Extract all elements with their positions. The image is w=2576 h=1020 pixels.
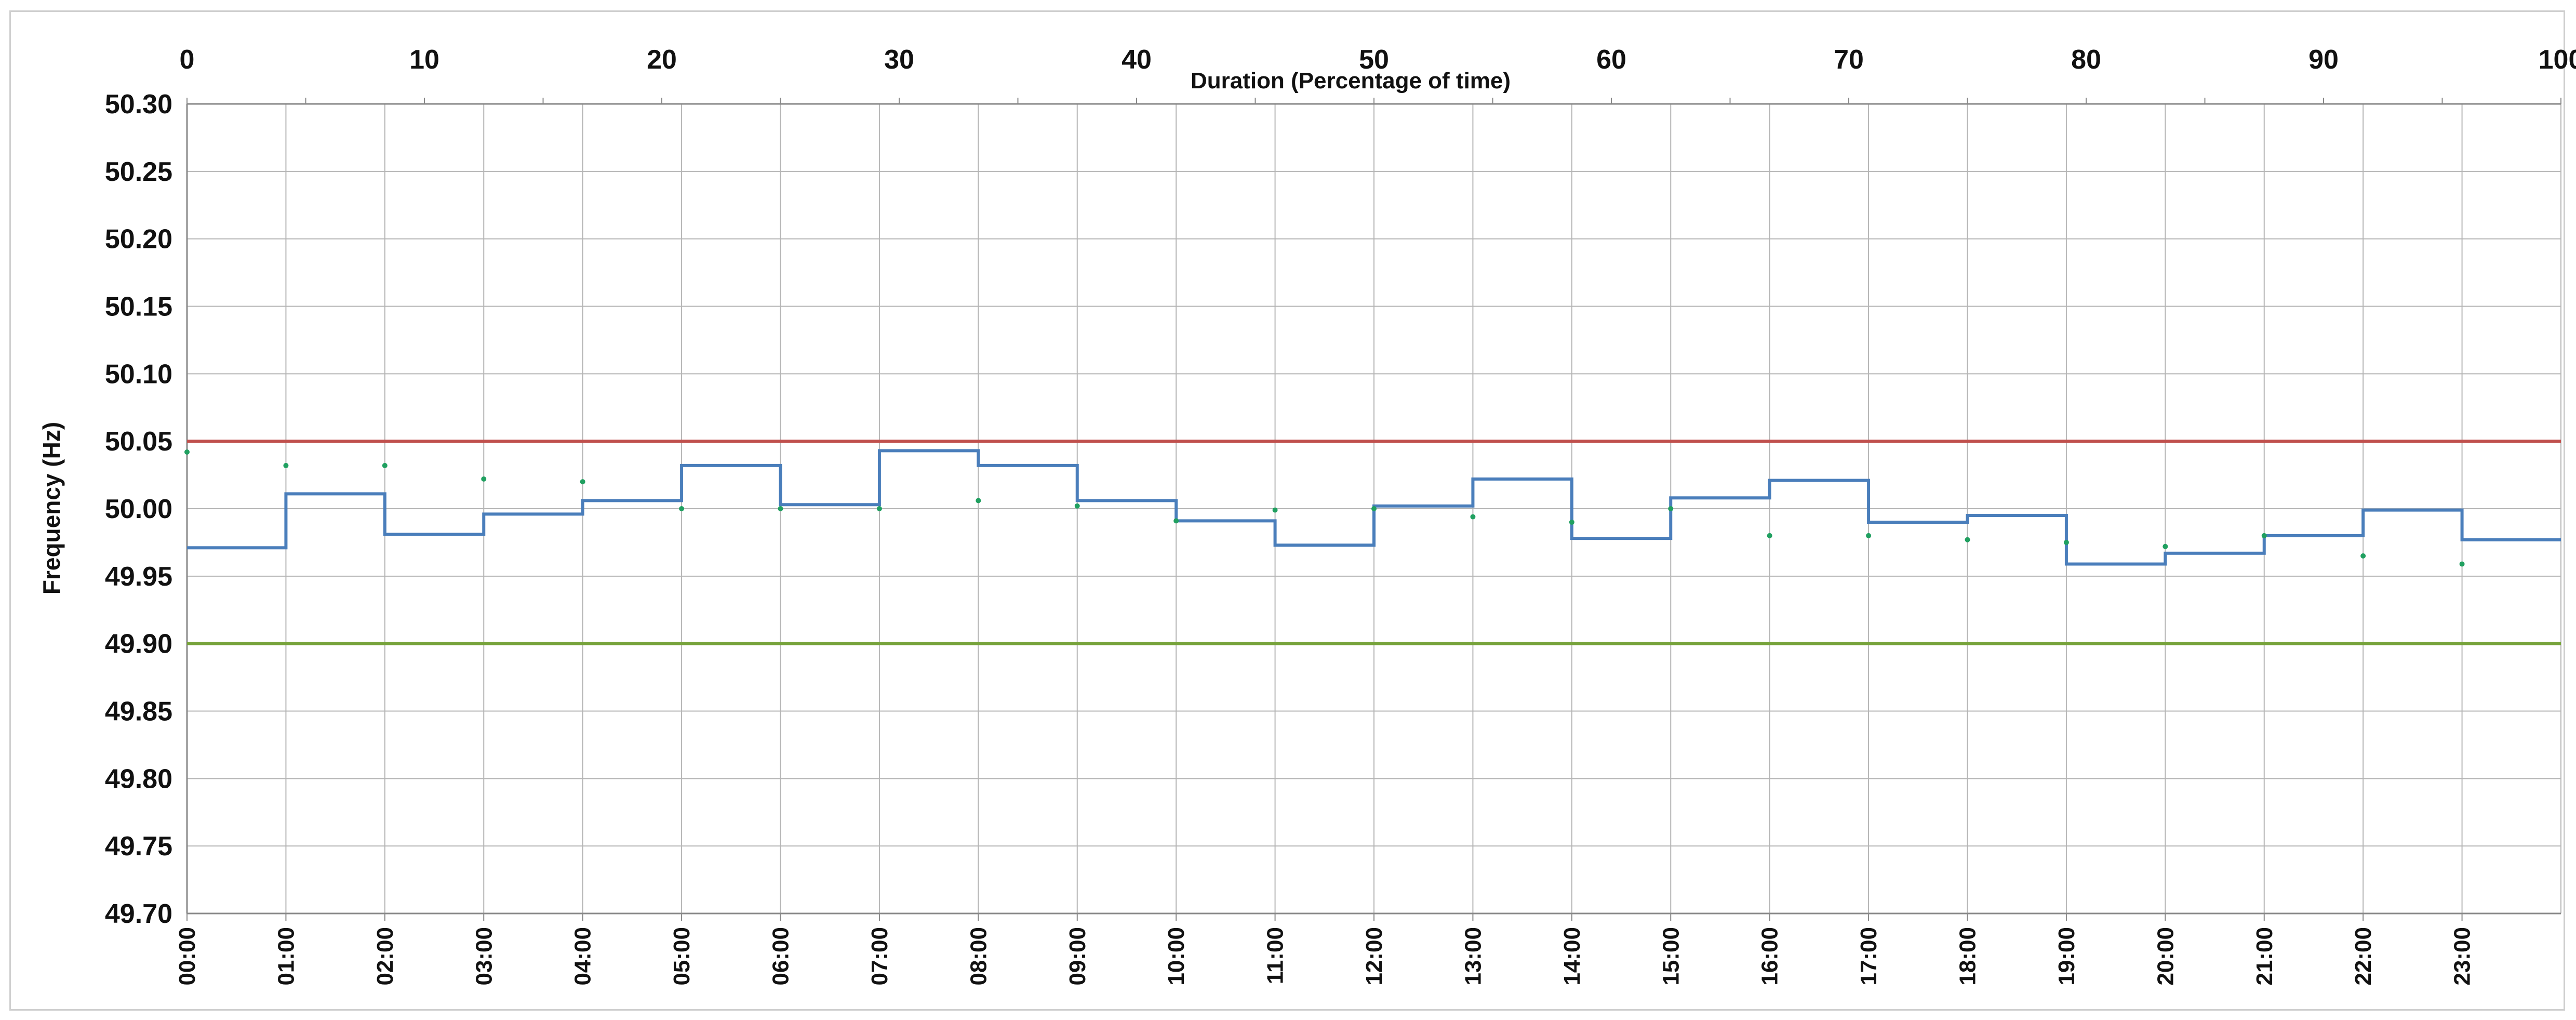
y-tick-label: 49.70: [105, 899, 172, 929]
top-axis-tick-label: 100: [2539, 45, 2576, 75]
x-tick-label: 13:00: [1460, 927, 1486, 986]
top-axis-tick-label: 0: [180, 45, 195, 75]
y-tick-label: 49.85: [105, 697, 172, 727]
x-tick-label: 04:00: [570, 927, 596, 986]
x-tick-label: 19:00: [2054, 927, 2079, 986]
frequency-point: [1668, 506, 1674, 511]
frequency-point: [1470, 514, 1476, 520]
y-tick-label: 49.75: [105, 831, 172, 862]
x-tick-label: 17:00: [1856, 927, 1881, 986]
frequency-point: [1371, 506, 1377, 511]
x-tick-label: 03:00: [471, 927, 497, 986]
frequency-step-line: [187, 449, 2561, 566]
top-axis-tick-label: 70: [1834, 45, 1864, 75]
y-tick-label: 50.30: [105, 89, 172, 120]
frequency-point: [580, 479, 585, 485]
top-axis-tick-label: 30: [884, 45, 914, 75]
x-tick-label: 07:00: [867, 927, 892, 986]
frequency-point: [1173, 518, 1179, 524]
x-tick-label: 02:00: [372, 927, 398, 986]
top-axis-tick-label: 50: [1359, 45, 1389, 75]
frequency-point: [2261, 533, 2267, 538]
x-tick-label: 22:00: [2351, 927, 2376, 986]
x-tick-label: 00:00: [175, 927, 200, 986]
frequency-point: [382, 462, 388, 468]
top-axis-tick-label: 10: [409, 45, 439, 75]
x-tick-label: 16:00: [1757, 927, 1783, 986]
frequency-point: [1866, 533, 1872, 538]
frequency-point: [876, 506, 882, 511]
y-tick-label: 50.15: [105, 292, 172, 322]
frequency-point: [1074, 503, 1080, 509]
x-tick-label: 14:00: [1559, 927, 1585, 986]
y-axis-label: Frequency (Hz): [38, 422, 65, 594]
top-axis-tick-label: 40: [1122, 45, 1152, 75]
y-tick-label: 49.90: [105, 629, 172, 659]
x-tick-label: 20:00: [2153, 927, 2178, 986]
y-tick-label: 49.80: [105, 764, 172, 794]
top-axis-tick-label: 80: [2071, 45, 2101, 75]
top-axis-label: Duration (Percentage of time): [1191, 68, 1511, 94]
frequency-point: [2360, 553, 2366, 559]
y-tick-label: 49.95: [105, 562, 172, 592]
x-tick-label: 11:00: [1263, 927, 1288, 984]
frequency-point: [2063, 539, 2069, 545]
top-axis-tick-label: 90: [2308, 45, 2339, 75]
frequency-point: [1569, 519, 1574, 525]
frequency-point: [2459, 561, 2465, 567]
y-tick-label: 50.25: [105, 157, 172, 187]
x-tick-label: 10:00: [1164, 927, 1189, 986]
frequency-point: [1272, 507, 1278, 513]
frequency-point: [1965, 537, 1970, 542]
frequency-point: [2163, 544, 2168, 549]
y-tick-label: 50.00: [105, 494, 172, 524]
frequency-point: [976, 498, 981, 504]
frequency-point: [283, 462, 289, 468]
x-tick-label: 18:00: [1955, 927, 1981, 986]
y-tick-label: 50.10: [105, 359, 172, 389]
x-tick-label: 01:00: [273, 927, 299, 986]
x-tick-label: 21:00: [2252, 927, 2277, 986]
top-axis-tick-label: 60: [1596, 45, 1626, 75]
x-tick-label: 09:00: [1065, 927, 1090, 986]
frequency-point: [679, 506, 685, 511]
y-tick-label: 50.20: [105, 224, 172, 255]
frequency-point: [481, 476, 487, 482]
x-tick-label: 23:00: [2450, 927, 2475, 986]
x-tick-label: 15:00: [1658, 927, 1684, 986]
frequency-point: [184, 449, 190, 455]
x-tick-label: 06:00: [768, 927, 794, 986]
x-tick-label: 12:00: [1362, 927, 1387, 986]
x-tick-label: 05:00: [669, 927, 695, 986]
x-tick-label: 08:00: [966, 927, 991, 986]
frequency-point: [778, 506, 783, 511]
top-axis-tick-label: 20: [647, 45, 677, 75]
chart-frame: [9, 10, 2565, 1011]
frequency-point: [1767, 533, 1772, 538]
y-tick-label: 50.05: [105, 427, 172, 457]
